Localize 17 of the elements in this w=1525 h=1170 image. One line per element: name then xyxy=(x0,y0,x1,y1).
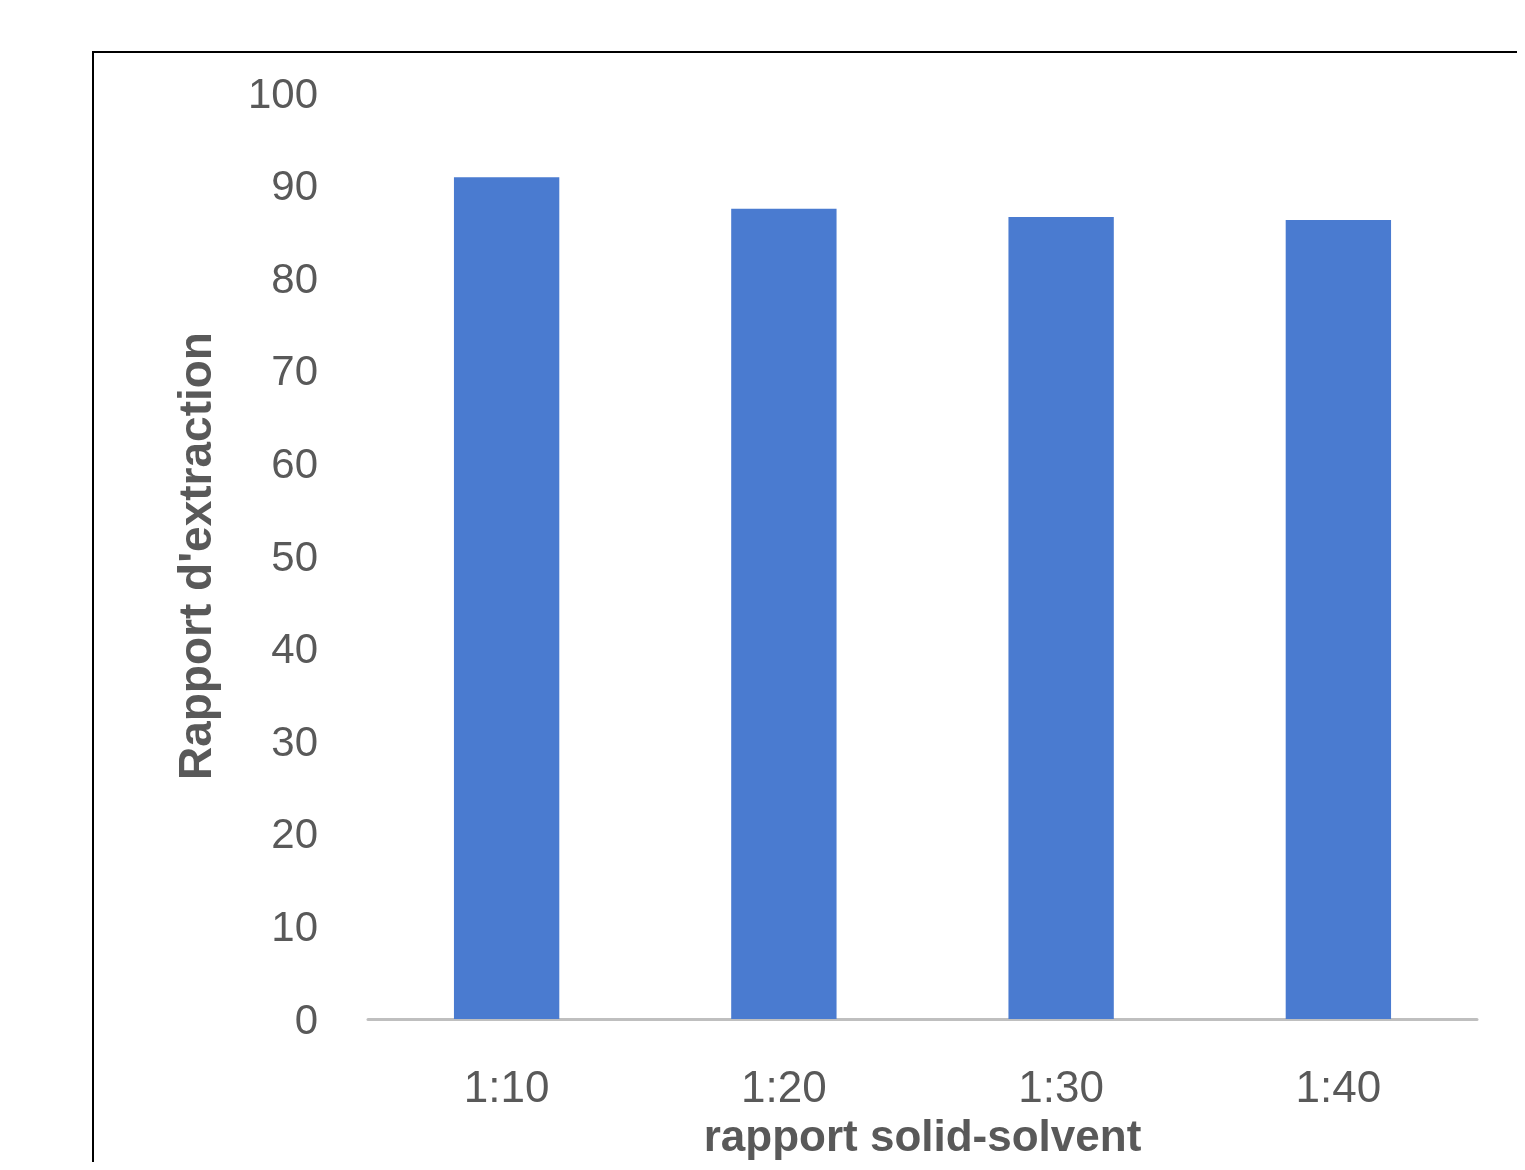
y-tick-label: 20 xyxy=(271,810,318,858)
y-tick-label: 10 xyxy=(271,902,318,950)
y-tick-label: 60 xyxy=(271,439,318,487)
x-tick-label: 1:40 xyxy=(1295,1061,1382,1111)
y-tick-label: 50 xyxy=(271,532,318,580)
y-tick-label: 30 xyxy=(271,717,318,765)
y-tick-label: 70 xyxy=(271,347,318,395)
x-tick-label: 1:30 xyxy=(1018,1061,1104,1111)
y-tick-label: 80 xyxy=(271,254,318,302)
y-axis-title: Rapport d'extraction xyxy=(169,332,221,781)
x-axis-title: rapport solid-solvent xyxy=(703,1110,1142,1160)
y-tick-label: 90 xyxy=(271,162,318,210)
x-tick-label: 1:20 xyxy=(741,1061,827,1111)
x-tick-label: 1:10 xyxy=(463,1061,550,1111)
y-tick-label: 0 xyxy=(294,995,318,1043)
y-tick-label: 40 xyxy=(271,625,318,673)
y-tick-label: 100 xyxy=(247,69,318,117)
